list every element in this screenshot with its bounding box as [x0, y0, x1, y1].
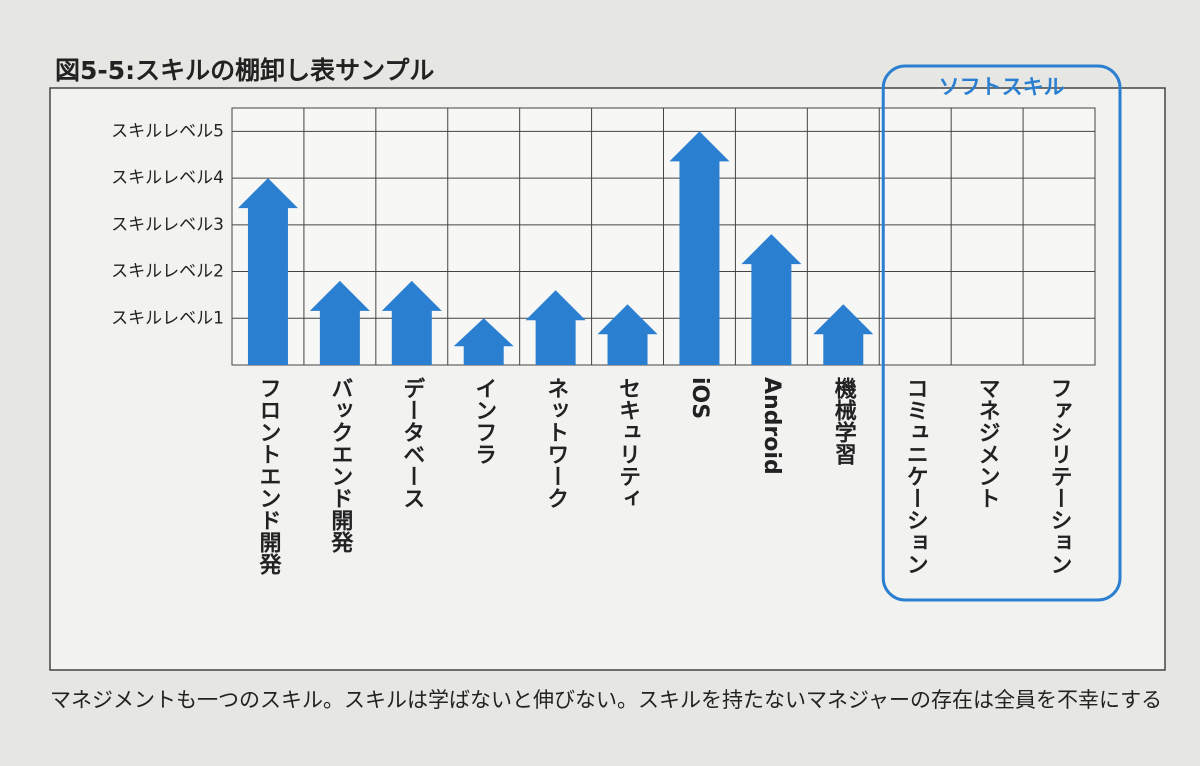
- group-box: [881, 64, 1122, 602]
- x-tick-label: iOS: [687, 377, 712, 419]
- bar: [669, 131, 730, 365]
- group-label: ソフトスキル: [939, 75, 1065, 99]
- x-tick-label: インフラ: [471, 377, 496, 465]
- bar: [597, 304, 658, 365]
- bar: [741, 234, 802, 365]
- x-tick-label: ネットワーク: [543, 377, 568, 509]
- bar: [309, 280, 370, 365]
- y-tick-label: スキルレベル3: [111, 215, 224, 235]
- chart-title: 図5-5:スキルの棚卸し表サンプル: [55, 56, 434, 85]
- bar: [237, 178, 298, 365]
- x-tick-label: マネジメント: [975, 377, 1000, 509]
- x-tick-label: バックエンド開発: [327, 377, 354, 554]
- x-tick-label: セキュリティ: [615, 377, 640, 509]
- x-tick-label: Android: [759, 377, 784, 475]
- bar: [813, 304, 874, 365]
- y-tick-label: スキルレベル1: [111, 308, 224, 328]
- x-tick-label: 機械学習: [831, 377, 857, 466]
- caption: マネジメントも一つのスキル。スキルは学ばないと伸びない。スキルを持たないマネジャ…: [50, 688, 1163, 712]
- bar: [381, 280, 442, 365]
- y-tick-label: スキルレベル4: [111, 168, 224, 188]
- chart: 図5-5:スキルの棚卸し表サンプル スキルレベル1 スキルレベル2 スキルレベル3 ス…: [49, 56, 1166, 671]
- bar: [525, 290, 586, 365]
- x-tick-label: データベース: [399, 376, 425, 509]
- bar: [453, 318, 514, 365]
- x-tick-label: コミュニケーション: [903, 377, 928, 575]
- y-tick-label: スキルレベル2: [111, 262, 224, 282]
- x-tick-label: ファシリテーション: [1047, 377, 1072, 575]
- y-tick-label: スキルレベル5: [111, 121, 224, 141]
- x-tick-label: フロントエンド開発: [255, 377, 282, 576]
